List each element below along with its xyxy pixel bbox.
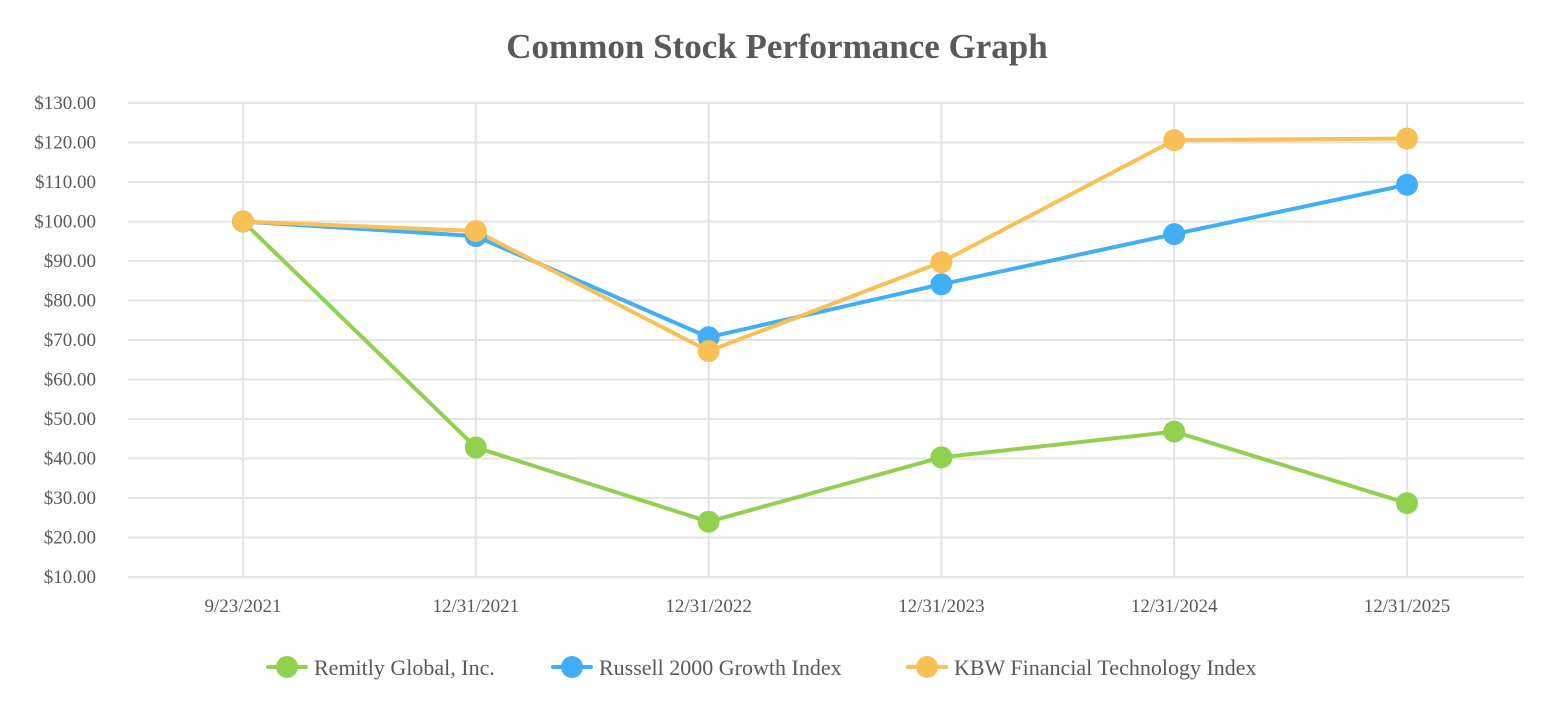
series-line-remitly-global-inc bbox=[241, 219, 1409, 524]
y-tick-label: $30.00 bbox=[44, 488, 96, 509]
data-point-russell-2000-growth-index bbox=[930, 273, 953, 296]
legend-item-kbw-financial-technology-index: KBW Financial Technology Index bbox=[906, 655, 1257, 680]
x-tick-label: 12/31/2021 bbox=[433, 596, 520, 617]
data-point-remitly-global-inc bbox=[464, 436, 487, 459]
y-tick-label: $110.00 bbox=[35, 172, 96, 193]
y-tick-label: $20.00 bbox=[44, 528, 96, 549]
y-tick-label: $10.00 bbox=[44, 567, 96, 588]
legend-marker bbox=[561, 656, 583, 678]
legend-item-russell-2000-growth-index: Russell 2000 Growth Index bbox=[551, 655, 842, 680]
data-point-russell-2000-growth-index bbox=[1163, 223, 1186, 246]
legend-label: KBW Financial Technology Index bbox=[954, 655, 1257, 680]
x-tick-label: 9/23/2021 bbox=[204, 596, 281, 617]
legend-label: Russell 2000 Growth Index bbox=[599, 655, 842, 680]
series-line-kbw-financial-technology-index bbox=[241, 136, 1409, 354]
y-tick-label: $80.00 bbox=[44, 291, 96, 312]
legend-item-remitly-global-inc: Remitly Global, Inc. bbox=[266, 655, 495, 680]
series-lines bbox=[232, 127, 1418, 533]
data-point-remitly-global-inc bbox=[1163, 420, 1186, 443]
data-point-remitly-global-inc bbox=[1396, 492, 1418, 515]
data-point-remitly-global-inc bbox=[697, 510, 720, 533]
data-point-kbw-financial-technology-index bbox=[464, 219, 487, 242]
chart-title: Common Stock Performance Graph bbox=[506, 27, 1047, 66]
y-tick-label: $40.00 bbox=[44, 449, 96, 470]
grid bbox=[128, 102, 1524, 578]
data-point-russell-2000-growth-index bbox=[1396, 173, 1418, 196]
y-tick-label: $60.00 bbox=[44, 370, 96, 391]
x-tick-label: 12/31/2022 bbox=[665, 596, 752, 617]
data-point-kbw-financial-technology-index bbox=[1396, 127, 1418, 150]
data-point-kbw-financial-technology-index bbox=[930, 251, 953, 274]
y-tick-label: $90.00 bbox=[44, 251, 96, 272]
y-tick-label: $100.00 bbox=[34, 212, 96, 233]
legend: Remitly Global, Inc. Russell 2000 Growth … bbox=[266, 655, 1257, 680]
y-tick-label: $70.00 bbox=[44, 330, 96, 351]
x-axis: 9/23/2021 12/31/2021 12/31/2022 12/31/2023 1… bbox=[204, 596, 1450, 617]
data-point-remitly-global-inc bbox=[930, 446, 953, 469]
data-point-kbw-financial-technology-index bbox=[697, 340, 720, 363]
y-axis: $10.00 $20.00 $30.00 $40.00 $50.00 $60.00 $70.… bbox=[34, 93, 96, 588]
y-tick-label: $50.00 bbox=[44, 409, 96, 430]
legend-marker bbox=[916, 656, 938, 678]
y-tick-label: $120.00 bbox=[34, 133, 96, 154]
x-tick-label: 12/31/2024 bbox=[1131, 596, 1218, 617]
x-tick-label: 12/31/2025 bbox=[1364, 596, 1451, 617]
data-point-kbw-financial-technology-index bbox=[1163, 129, 1186, 152]
y-tick-label: $130.00 bbox=[34, 93, 96, 114]
legend-label: Remitly Global, Inc. bbox=[314, 655, 495, 680]
series-line-russell-2000-growth-index bbox=[241, 182, 1409, 340]
data-point-kbw-financial-technology-index bbox=[232, 210, 254, 233]
legend-marker bbox=[276, 656, 298, 678]
x-tick-label: 12/31/2023 bbox=[898, 596, 985, 617]
